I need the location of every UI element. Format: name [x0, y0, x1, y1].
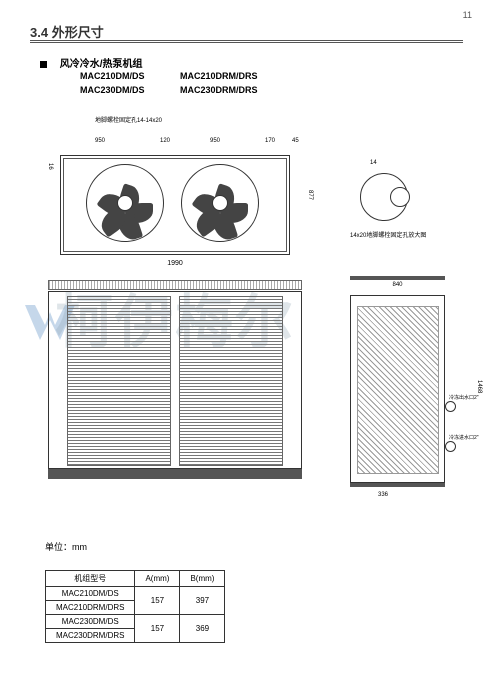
table-cell: 397	[180, 587, 225, 615]
bolt-note: 地脚螺栓固定孔14-14x20	[95, 115, 162, 124]
section-title: 3.4 外形尺寸	[30, 22, 104, 41]
fan-icon	[181, 164, 259, 242]
rule	[30, 42, 463, 43]
dimensions-table: 机组型号 A(mm) B(mm) MAC210DM/DS 157 397 MAC…	[45, 570, 225, 643]
fan-icon	[86, 164, 164, 242]
model-list: MAC210DM/DSMAC210DRM/DRS MAC230DM/DSMAC2…	[80, 70, 280, 97]
front-elevation	[48, 280, 308, 490]
page-number: 11	[463, 10, 472, 20]
table-header: 机组型号	[46, 571, 135, 587]
rule	[30, 40, 463, 41]
table-cell: 369	[180, 615, 225, 643]
unit-label: 单位：mm	[45, 540, 87, 553]
table-cell: MAC230DM/DS	[46, 615, 135, 629]
bolt-detail: 14 14x20地脚螺栓固定孔放大图	[360, 170, 415, 225]
table-cell: MAC210DRM/DRS	[46, 601, 135, 615]
table-cell: 157	[135, 615, 180, 643]
table-header: B(mm)	[180, 571, 225, 587]
subsection: 风冷冷水/热泵机组	[40, 55, 143, 70]
table-cell: MAC210DM/DS	[46, 587, 135, 601]
top-view-drawing: 950 120 950 170 45 16 877 1990	[45, 130, 305, 260]
side-elevation: 840 冷冻出水口2" 冷冻进水口2" 1468 336	[350, 280, 460, 500]
table-header: A(mm)	[135, 571, 180, 587]
table-cell: 157	[135, 587, 180, 615]
table-cell: MAC230DRM/DRS	[46, 629, 135, 643]
bullet-icon	[40, 61, 47, 68]
